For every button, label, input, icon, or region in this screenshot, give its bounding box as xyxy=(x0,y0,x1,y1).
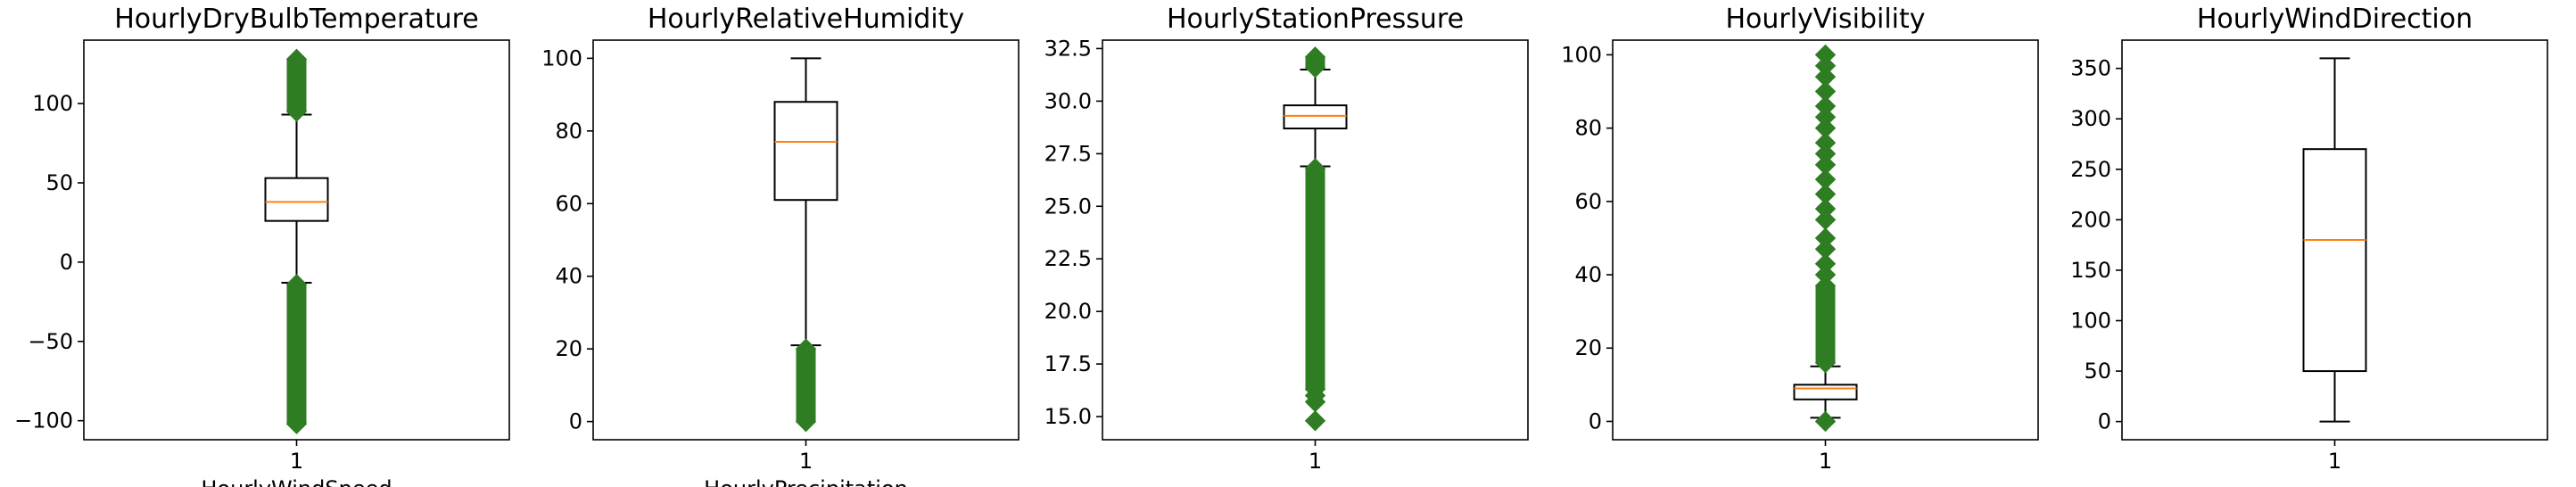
y-tick-label: 80 xyxy=(555,119,582,144)
outlier-marker xyxy=(1814,80,1837,103)
y-tick-label: 300 xyxy=(2070,106,2111,131)
outlier-marker xyxy=(1304,56,1326,78)
outlier-marker xyxy=(1304,410,1326,432)
iqr-box xyxy=(1793,384,1858,400)
y-tick-label: 200 xyxy=(2070,207,2111,232)
outlier-band xyxy=(1305,168,1325,390)
x-tick-label: 1 xyxy=(2328,449,2341,474)
outlier-band xyxy=(286,59,307,111)
y-tick-label: 15.0 xyxy=(1044,404,1092,429)
outlier-marker xyxy=(1814,154,1837,176)
y-tick-label: 30.0 xyxy=(1044,88,1092,113)
outlier-marker xyxy=(1814,227,1837,249)
panel-title: HourlyDryBulbTemperature xyxy=(114,4,479,35)
outlier-marker xyxy=(1814,117,1837,139)
y-tick-label: 32.5 xyxy=(1044,36,1092,61)
y-tick-label: 0 xyxy=(569,409,582,434)
outlier-marker xyxy=(1304,384,1326,407)
outlier-marker xyxy=(1814,351,1837,374)
y-tick-label: 40 xyxy=(1574,262,1602,287)
outlier-marker xyxy=(1814,44,1837,66)
panel-hourly-wind-direction: HourlyWindDirection 350 300 250 200 150 100 50… xyxy=(2070,4,2548,474)
outlier-marker xyxy=(1814,183,1837,205)
y-tick-label: −100 xyxy=(14,409,73,433)
outlier-band xyxy=(1815,285,1836,363)
y-tick-label: 250 xyxy=(2070,157,2111,182)
y-tick-label: 25.0 xyxy=(1044,194,1092,219)
x-tick-label: 1 xyxy=(1819,449,1832,474)
outlier-band xyxy=(796,349,816,422)
outlier-marker xyxy=(1814,66,1837,87)
panel-title: HourlyRelativeHumidity xyxy=(648,4,964,35)
panel-title: HourlyWindDirection xyxy=(2197,4,2473,35)
panel-title: HourlyStationPressure xyxy=(1167,4,1464,35)
panel-hourly-relative-humidity: HourlyRelativeHumidity 100 80 60 40 20 0 1 xyxy=(541,4,1020,474)
outlier-marker xyxy=(285,48,308,70)
outlier-marker xyxy=(795,410,817,433)
y-tick-label: 22.5 xyxy=(1044,246,1092,271)
outlier-band xyxy=(286,284,307,425)
outlier-marker xyxy=(285,101,308,122)
clipped-title-next-row: HourlyWindSpeed xyxy=(201,476,392,487)
y-tick-label: 0 xyxy=(1589,409,1602,433)
y-tick-label: 150 xyxy=(2070,258,2111,283)
y-tick-label: 60 xyxy=(555,191,582,216)
y-tick-label: 100 xyxy=(541,45,582,70)
panel-title: HourlyVisibility xyxy=(1725,4,1925,35)
y-tick-label: 20 xyxy=(1574,335,1602,360)
y-tick-label: 20 xyxy=(555,336,582,361)
y-tick-label: −50 xyxy=(28,329,73,354)
y-tick-label: 100 xyxy=(32,91,73,116)
y-tick-label: 350 xyxy=(2070,56,2111,81)
outlier-marker xyxy=(1814,253,1837,275)
y-tick-label: 50 xyxy=(2084,359,2111,384)
clipped-title-next-row: HourlyPrecipitation xyxy=(704,476,908,487)
outlier-marker xyxy=(1814,143,1837,165)
outlier-marker xyxy=(1814,95,1837,117)
y-tick-label: 20.0 xyxy=(1044,299,1092,324)
outlier-marker xyxy=(1814,106,1837,128)
outlier-marker xyxy=(1814,238,1837,260)
y-tick-label: 27.5 xyxy=(1044,141,1092,166)
outlier-marker xyxy=(795,338,817,359)
outlier-marker xyxy=(1814,169,1837,190)
outlier-marker xyxy=(1814,55,1837,77)
outlier-marker xyxy=(1814,410,1837,433)
outlier-marker xyxy=(1814,209,1837,231)
outlier-marker xyxy=(1814,275,1837,297)
panel-hourly-dry-bulb-temperature: HourlyDryBulbTemperature 100 50 0 −50 −100 1 xyxy=(14,4,510,474)
outlier-marker xyxy=(1304,158,1326,179)
outlier-marker xyxy=(1814,198,1837,219)
panel-hourly-station-pressure: HourlyStationPressure 32.5 30.0 27.5 25.0 22… xyxy=(1044,4,1529,474)
iqr-box xyxy=(1283,104,1348,130)
iqr-box xyxy=(773,101,838,202)
iqr-box xyxy=(264,177,329,222)
outlier-marker xyxy=(285,274,308,295)
x-tick-label: 1 xyxy=(290,449,303,474)
y-tick-label: 0 xyxy=(60,250,73,275)
y-tick-label: 100 xyxy=(1561,42,1602,67)
x-tick-label: 1 xyxy=(799,449,813,474)
y-tick-label: 17.5 xyxy=(1044,351,1092,376)
y-tick-label: 50 xyxy=(45,170,73,195)
iqr-box xyxy=(2302,148,2367,373)
y-tick-label: 40 xyxy=(555,264,582,289)
y-tick-label: 60 xyxy=(1574,189,1602,214)
outlier-marker xyxy=(1814,264,1837,285)
x-tick-label: 1 xyxy=(1309,449,1322,474)
y-tick-label: 80 xyxy=(1574,116,1602,141)
y-tick-label: 100 xyxy=(2070,309,2111,334)
outlier-marker xyxy=(285,413,308,434)
outlier-marker xyxy=(1814,132,1837,153)
panel-hourly-visibility: HourlyVisibility 100 80 60 40 20 0 1 xyxy=(1561,4,2039,474)
y-tick-label: 0 xyxy=(2098,409,2111,434)
